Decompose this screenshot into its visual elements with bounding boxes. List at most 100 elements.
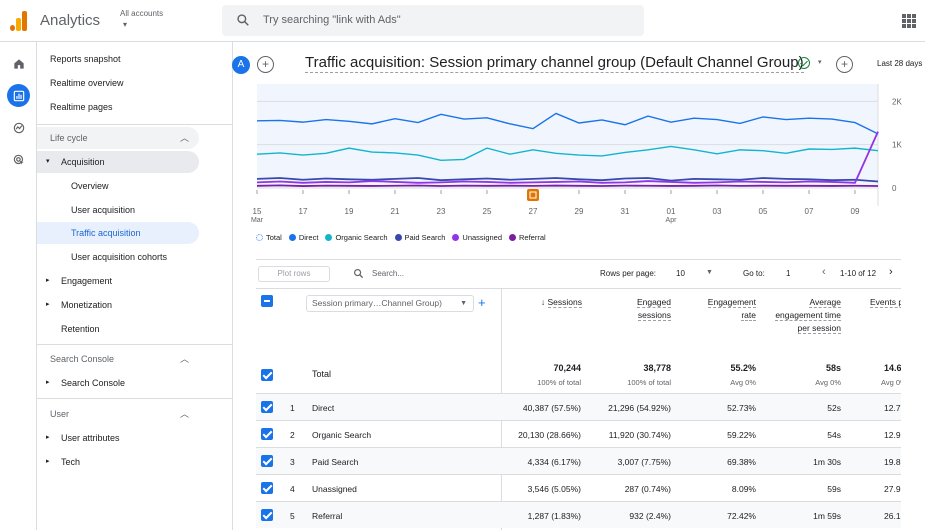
nav-engagement-label: Engagement bbox=[61, 276, 113, 286]
table-row[interactable]: 5 Referral 1,287 (1.83%) 932 (2.4%) 72.42% 1m… bbox=[256, 501, 901, 528]
legend-swatch bbox=[452, 234, 460, 241]
previous-page-icon[interactable]: ‹ bbox=[822, 266, 826, 278]
nav-acquisition[interactable]: ▾ Acquisition bbox=[37, 151, 199, 173]
row-avg-engagement-time: 59s bbox=[827, 484, 841, 494]
nav-engagement[interactable]: ▸ Engagement bbox=[37, 270, 199, 292]
column-header-avg-engagement-time-label: Average engagement time per session bbox=[775, 297, 841, 334]
row-events-per-session: 26.1 bbox=[884, 511, 901, 521]
row-events-per-session: 27.9 bbox=[884, 484, 901, 494]
plot-rows-button[interactable]: Plot rows bbox=[258, 266, 330, 282]
legend-label: Unassigned bbox=[462, 233, 503, 242]
total-sessions-sub: 100% of total bbox=[537, 378, 581, 387]
search-icon[interactable] bbox=[353, 268, 364, 279]
legend-item[interactable]: Direct bbox=[288, 233, 318, 242]
advertising-icon[interactable] bbox=[7, 148, 30, 171]
row-channel[interactable]: Organic Search bbox=[312, 430, 372, 440]
page-title[interactable]: Traffic acquisition: Session primary cha… bbox=[305, 54, 804, 73]
total-row-checkbox[interactable] bbox=[261, 369, 273, 381]
column-header-engagement-rate[interactable]: Engagement rate bbox=[696, 296, 756, 322]
nav-monetization[interactable]: ▸ Monetization bbox=[37, 294, 199, 316]
row-checkbox[interactable] bbox=[261, 401, 273, 413]
apps-grid-icon[interactable] bbox=[902, 14, 916, 28]
row-engaged-sessions: 21,296 (54.92%) bbox=[608, 403, 671, 413]
rows-per-page-select[interactable]: 10 bbox=[676, 269, 685, 278]
row-checkbox[interactable] bbox=[261, 455, 273, 467]
explore-icon[interactable] bbox=[7, 116, 30, 139]
dimension-select[interactable]: Session primary…Channel Group) ▼ bbox=[306, 295, 474, 312]
row-engagement-rate: 52.73% bbox=[727, 403, 756, 413]
annotation-marker-glyph bbox=[529, 191, 537, 199]
total-sessions: 70,244 bbox=[553, 363, 581, 373]
row-engagement-rate: 59.22% bbox=[727, 430, 756, 440]
section-search-console-label: Search Console bbox=[50, 354, 115, 364]
global-search-bar[interactable]: Try searching "link with Ads" bbox=[222, 5, 644, 36]
chevron-down-icon[interactable]: ▾ bbox=[123, 20, 128, 29]
add-comparison-icon[interactable]: + bbox=[257, 56, 274, 73]
nav-tech[interactable]: ▸ Tech bbox=[37, 451, 199, 473]
nav-user-acquisition[interactable]: User acquisition bbox=[71, 205, 136, 215]
column-header-events-per-session[interactable]: Events per session bbox=[870, 296, 901, 309]
table-search-input[interactable]: Search... bbox=[372, 269, 405, 278]
legend-item[interactable]: Organic Search bbox=[325, 233, 388, 242]
legend-item[interactable]: Total bbox=[256, 233, 282, 242]
x-tick-label: 27 bbox=[529, 207, 538, 216]
legend-swatch bbox=[509, 234, 517, 241]
add-dimension-icon[interactable]: + bbox=[478, 295, 486, 310]
nav-monetization-label: Monetization bbox=[61, 300, 113, 310]
row-channel[interactable]: Direct bbox=[312, 403, 335, 413]
add-icon[interactable]: + bbox=[836, 56, 853, 73]
nav-tech-label: Tech bbox=[61, 457, 81, 467]
row-channel[interactable]: Unassigned bbox=[312, 484, 357, 494]
row-checkbox[interactable] bbox=[261, 428, 273, 440]
total-engagement-rate: 55.2% bbox=[730, 363, 756, 373]
row-checkbox[interactable] bbox=[261, 509, 273, 521]
account-selector-label[interactable]: All accounts bbox=[120, 9, 164, 18]
table-row[interactable]: 1 Direct 40,387 (57.5%) 21,296 (54.92%) 52.7… bbox=[256, 393, 901, 420]
nav-user-attributes[interactable]: ▸ User attributes bbox=[37, 427, 199, 449]
row-checkbox[interactable] bbox=[261, 482, 273, 494]
legend-label: Referral bbox=[519, 233, 546, 242]
check-circle-icon[interactable] bbox=[798, 57, 810, 69]
nav-realtime-pages[interactable]: Realtime pages bbox=[50, 102, 113, 112]
nav-search-console[interactable]: ▸ Search Console bbox=[37, 372, 199, 394]
table-row[interactable]: 3 Paid Search 4,334 (6.17%) 3,007 (7.75%) 69… bbox=[256, 447, 901, 474]
select-all-checkbox[interactable] bbox=[261, 295, 273, 307]
section-user[interactable]: User ︿ bbox=[37, 403, 199, 425]
series-line-direct bbox=[256, 112, 879, 135]
column-header-events-per-session-label: Events per session bbox=[870, 297, 901, 308]
legend-item[interactable]: Unassigned bbox=[452, 233, 502, 242]
row-channel[interactable]: Paid Search bbox=[312, 457, 359, 467]
chevron-down-icon[interactable]: ▾ bbox=[818, 59, 822, 66]
column-header-avg-engagement-time[interactable]: Average engagement time per session bbox=[775, 296, 841, 335]
avatar[interactable]: A bbox=[232, 56, 250, 74]
table-row[interactable]: 4 Unassigned 3,546 (5.05%) 287 (0.74%) 8.09%… bbox=[256, 474, 901, 501]
row-engaged-sessions: 11,920 (30.74%) bbox=[608, 430, 671, 440]
date-range[interactable]: Last 28 days bbox=[877, 59, 923, 68]
nav-user-acquisition-cohorts[interactable]: User acquisition cohorts bbox=[71, 252, 168, 262]
column-header-sessions[interactable]: ↓ Sessions bbox=[522, 296, 582, 309]
nav-reports-snapshot[interactable]: Reports snapshot bbox=[50, 54, 121, 64]
legend-item[interactable]: Paid Search bbox=[394, 233, 445, 242]
row-engaged-sessions: 932 (2.4%) bbox=[629, 511, 671, 521]
go-to-input[interactable]: 1 bbox=[786, 269, 791, 278]
row-channel[interactable]: Referral bbox=[312, 511, 343, 521]
next-page-icon[interactable]: › bbox=[889, 266, 893, 278]
table-row[interactable]: 2 Organic Search 20,130 (28.66%) 11,920 (30… bbox=[256, 420, 901, 447]
x-tick-label: 25 bbox=[483, 207, 492, 216]
analytics-logo-icon[interactable] bbox=[10, 11, 28, 31]
legend-swatch bbox=[325, 234, 333, 241]
nav-retention[interactable]: Retention bbox=[61, 324, 100, 334]
section-search-console[interactable]: Search Console ︿ bbox=[37, 348, 199, 370]
legend-swatch bbox=[394, 234, 402, 241]
nav-overview[interactable]: Overview bbox=[71, 181, 109, 191]
section-life-cycle[interactable]: Life cycle ︿ bbox=[37, 127, 199, 149]
reports-icon[interactable] bbox=[7, 84, 30, 107]
caret-right-icon: ▸ bbox=[46, 277, 50, 284]
nav-realtime-overview[interactable]: Realtime overview bbox=[50, 78, 124, 88]
column-header-engaged-sessions[interactable]: Engaged sessions bbox=[611, 296, 671, 322]
nav-traffic-acquisition[interactable]: Traffic acquisition bbox=[37, 222, 199, 244]
home-icon[interactable] bbox=[7, 52, 30, 75]
legend-item[interactable]: Referral bbox=[509, 233, 546, 242]
caret-down-icon[interactable]: ▼ bbox=[706, 269, 713, 276]
